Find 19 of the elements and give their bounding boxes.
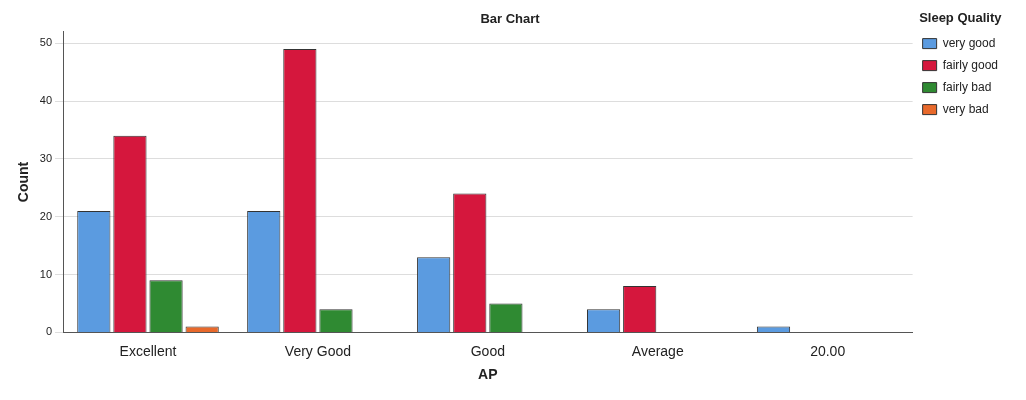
x-tick-label: Very Good xyxy=(284,342,351,359)
y-tick-label: 30 xyxy=(39,151,53,164)
y-tick-label: 0 xyxy=(45,325,53,338)
legend-label: fairly bad xyxy=(942,79,992,94)
x-tick-label: Good xyxy=(470,342,505,359)
y-axis-title: Count xyxy=(15,161,32,203)
x-tick-label: Excellent xyxy=(119,342,177,359)
legend-label: very bad xyxy=(942,101,989,116)
y-tick-label: 10 xyxy=(39,267,53,280)
chart-title: Bar Chart xyxy=(480,11,541,27)
x-tick-label: Average xyxy=(631,342,684,359)
y-tick-label: 40 xyxy=(39,94,53,107)
legend-label: very good xyxy=(942,35,996,50)
y-tick-label: 20 xyxy=(39,209,53,222)
legend-label: fairly good xyxy=(942,57,999,72)
legend-title: Sleep Quality xyxy=(919,10,1003,26)
x-axis-title: AP xyxy=(478,366,498,383)
x-tick-label: 20.00 xyxy=(810,342,846,359)
y-tick-label: 50 xyxy=(39,36,53,49)
